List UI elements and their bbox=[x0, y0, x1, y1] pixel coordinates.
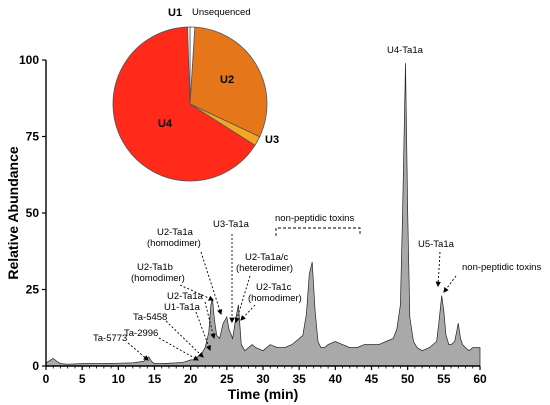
bracket-non-peptidic bbox=[275, 227, 361, 236]
y-tick-label: 50 bbox=[26, 206, 40, 220]
x-tick-label: 5 bbox=[79, 372, 86, 386]
annotation-ta2996: Ta-2996 bbox=[124, 328, 158, 339]
x-axis-label: Time (min) bbox=[228, 386, 299, 402]
arrow-ta2996 bbox=[158, 337, 199, 361]
y-tick-label: 75 bbox=[26, 130, 40, 144]
arrow-ta5773 bbox=[127, 342, 149, 361]
x-tick-label: 0 bbox=[43, 372, 50, 386]
annotation-u1ta1a: U1-Ta1a bbox=[164, 302, 201, 313]
annotation-u5ta1a: U5-Ta1a bbox=[418, 239, 455, 250]
arrow-non-peptidic-2 bbox=[443, 275, 457, 293]
annotation-u2ta1b-line2: (homodimer) bbox=[131, 273, 185, 284]
x-tick-label: 10 bbox=[112, 372, 126, 386]
chromatogram-trace bbox=[45, 63, 481, 367]
annotation-non-peptidic-2: non-peptidic toxins bbox=[462, 262, 541, 273]
annotation-u2ta1ac-line1: U2-Ta1a/c bbox=[245, 252, 289, 263]
pie-label-unsequenced: Unsequenced bbox=[192, 7, 251, 18]
pie-label-u2: U2 bbox=[220, 74, 234, 86]
x-tick-label: 30 bbox=[256, 372, 270, 386]
peak-annotations bbox=[127, 227, 457, 361]
x-tick-label: 45 bbox=[365, 372, 379, 386]
pie-label-u1: U1 bbox=[168, 7, 182, 19]
annotation-u2ta1a-homodimer-line1: U2-Ta1a bbox=[157, 227, 194, 238]
x-tick-label: 35 bbox=[292, 372, 306, 386]
pie-slice-u1 bbox=[187, 26, 191, 105]
pie-label-u4: U4 bbox=[158, 118, 173, 130]
annotation-non-peptidic-1: non-peptidic toxins bbox=[275, 213, 354, 224]
annotation-u2ta1c-line1: U2-Ta1c bbox=[256, 282, 292, 293]
annotation-u4ta1a: U4-Ta1a bbox=[387, 45, 424, 56]
annotation-u2ta1a-homodimer-line2: (homodimer) bbox=[147, 238, 201, 249]
y-tick-label: 25 bbox=[26, 283, 40, 297]
y-tick-label: 0 bbox=[32, 359, 39, 373]
pie-slice-u3 bbox=[189, 103, 261, 146]
annotation-ta5773: Ta-5773 bbox=[93, 333, 127, 344]
annotation-u2ta1b-line1: U2-Ta1b bbox=[137, 262, 173, 273]
x-tick-label: 40 bbox=[329, 372, 343, 386]
x-tick-label: 25 bbox=[220, 372, 234, 386]
y-tick-label: 100 bbox=[19, 53, 39, 67]
pie-chart: U1 Unsequenced U2 U3 U4 bbox=[112, 7, 279, 182]
arrow-u2ta1c bbox=[240, 304, 256, 321]
arrow-ta5458 bbox=[165, 320, 204, 358]
x-tick-label: 50 bbox=[401, 372, 415, 386]
pie-slice-u2 bbox=[189, 26, 268, 138]
arrow-u1ta1a bbox=[195, 311, 212, 352]
x-tick-label: 60 bbox=[473, 372, 487, 386]
arrow-u2ta1a-homodimer bbox=[200, 251, 223, 316]
annotation-u2ta1ac-line2: (heterodimer) bbox=[236, 263, 293, 274]
pie-slice-u4 bbox=[112, 26, 256, 182]
annotation-ta5458: Ta-5458 bbox=[133, 312, 167, 323]
annotation-u3ta1a: U3-Ta1a bbox=[213, 219, 250, 230]
x-axis-ticks: 0 5 10 15 20 25 30 35 40 45 50 55 60 bbox=[43, 366, 487, 386]
annotation-u2ta1c-line2: (homodimer) bbox=[248, 293, 302, 304]
x-tick-label: 15 bbox=[148, 372, 162, 386]
x-tick-label: 20 bbox=[184, 372, 198, 386]
arrow-u2ta1ac bbox=[234, 275, 251, 324]
y-axis-label: Relative Abundance bbox=[5, 146, 21, 280]
arrow-u5ta1a bbox=[435, 251, 441, 288]
y-axis-ticks: 0 25 50 75 100 bbox=[19, 53, 46, 373]
pie-label-u3: U3 bbox=[265, 134, 279, 146]
annotation-u2ta1a: U2-Ta1a bbox=[167, 291, 204, 302]
x-tick-label: 55 bbox=[437, 372, 451, 386]
